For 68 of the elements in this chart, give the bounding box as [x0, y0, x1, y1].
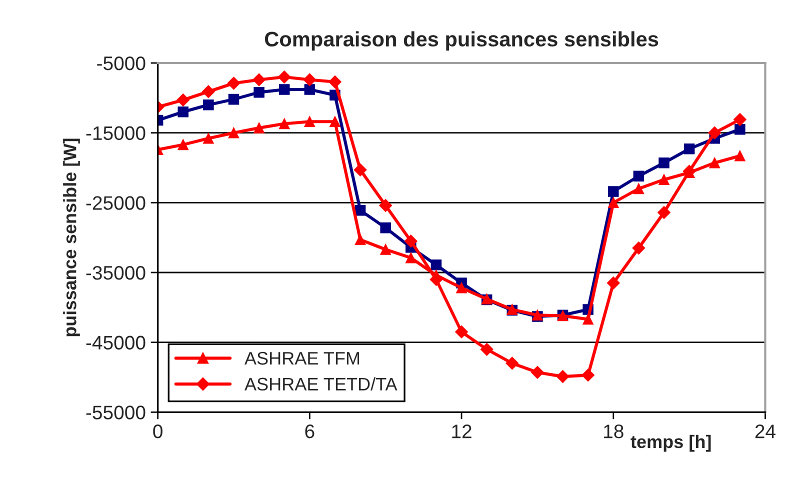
point: [178, 139, 188, 150]
point: [430, 259, 442, 270]
y-axis-title: puissance sensible [W]: [63, 138, 80, 336]
point: [506, 356, 519, 370]
point: [228, 127, 240, 138]
point: [582, 314, 594, 325]
y-tick-label: -5000: [97, 56, 146, 70]
y-tick-label: -55000: [86, 406, 146, 420]
point: [278, 118, 290, 130]
point: [406, 252, 416, 264]
x-tick-label: 6: [305, 424, 314, 438]
point: [608, 197, 619, 208]
point: [734, 113, 746, 126]
point: [380, 244, 391, 255]
point: [278, 84, 290, 95]
point: [252, 73, 266, 86]
point: [178, 106, 188, 118]
point: [203, 133, 214, 144]
x-tick-label: 18: [604, 424, 624, 438]
x-tick-label: 12: [452, 424, 472, 438]
legend-label: ASHRAE TFM: [244, 352, 360, 365]
point: [456, 282, 467, 294]
x-tick-label: 24: [755, 424, 776, 438]
point: [734, 150, 746, 162]
point: [379, 199, 392, 212]
point: [708, 126, 722, 140]
legend-label: ASHRAE TETD/TA: [244, 377, 398, 391]
point: [658, 206, 670, 219]
y-tick-label: -35000: [86, 266, 146, 280]
point: [203, 100, 214, 110]
point: [633, 183, 644, 194]
point: [404, 234, 418, 248]
point: [354, 234, 366, 246]
point: [330, 116, 340, 128]
point: [227, 76, 240, 90]
point: [633, 170, 644, 182]
point: [304, 116, 316, 128]
point: [304, 84, 316, 95]
point: [632, 242, 646, 254]
point: [380, 222, 391, 234]
point: [658, 174, 670, 185]
point: [354, 163, 367, 176]
point: [582, 368, 594, 382]
point: [455, 325, 468, 338]
point: [254, 86, 264, 98]
point: [658, 157, 670, 168]
point: [228, 94, 240, 105]
x-axis-title: temps [h]: [630, 434, 711, 452]
point: [531, 366, 544, 379]
point: [608, 186, 619, 197]
x-tick-label: 0: [153, 424, 162, 438]
point: [278, 70, 291, 84]
point: [606, 276, 620, 290]
chart-title: Comparaison des puissances sensibles: [264, 31, 658, 51]
point: [202, 85, 215, 98]
point: [176, 94, 190, 106]
point: [480, 342, 494, 356]
point: [328, 75, 342, 88]
point: [354, 204, 366, 216]
y-tick-label: -45000: [86, 336, 146, 350]
point: [734, 124, 746, 135]
point: [684, 144, 695, 154]
point: [556, 370, 570, 383]
point: [254, 122, 264, 134]
point: [709, 157, 720, 168]
y-tick-label: -25000: [86, 196, 146, 210]
point: [303, 73, 316, 86]
y-tick-label: -15000: [86, 126, 146, 140]
